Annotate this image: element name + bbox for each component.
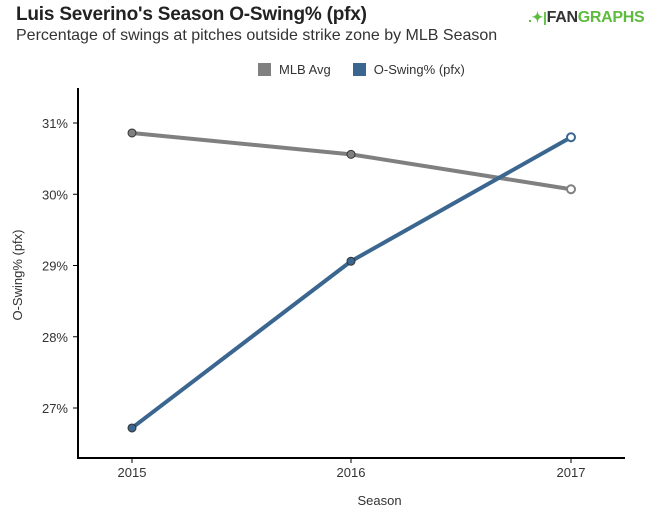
y-tick-label: 31% xyxy=(42,116,68,131)
y-tick-label: 30% xyxy=(42,187,68,202)
logo-mark-icon: .✦| xyxy=(528,9,547,25)
x-tick-label: 2017 xyxy=(557,465,586,480)
legend-item-o-swing[interactable]: O-Swing% (pfx) xyxy=(352,62,465,77)
data-point-mlb-avg xyxy=(566,184,576,195)
legend-label-mlb-avg: MLB Avg xyxy=(279,62,331,77)
data-point-o-swing xyxy=(566,132,576,143)
series-lines xyxy=(130,130,572,430)
series-line-o-swing xyxy=(130,135,572,430)
data-point-mlb-avg xyxy=(346,149,356,159)
legend-swatch-o-swing xyxy=(352,63,366,76)
data-point-o-swing xyxy=(346,256,356,266)
data-point-o-swing xyxy=(127,423,137,433)
chart-title: Luis Severino's Season O-Swing% (pfx) xyxy=(16,4,367,25)
logo-fan: FAN xyxy=(546,9,578,26)
series-line-mlb-avg xyxy=(131,130,572,192)
x-axis-title: Season xyxy=(357,493,401,508)
logo-graphs: GRAPHS xyxy=(577,9,645,26)
x-tick-label: 2016 xyxy=(337,465,366,480)
x-tick-label: 2015 xyxy=(118,465,147,480)
legend-swatch-mlb-avg xyxy=(258,63,271,76)
data-point-mlb-avg xyxy=(127,128,137,138)
series-points xyxy=(127,128,576,433)
y-tick-label: 29% xyxy=(42,259,68,274)
axes: 27% 28% 29% 30% 31% 2015 2016 2017 xyxy=(42,88,625,480)
fangraphs-logo: .✦|FANGRAPHS xyxy=(528,9,645,27)
legend-item-mlb-avg[interactable]: MLB Avg xyxy=(258,62,331,77)
y-tick-label: 27% xyxy=(42,401,68,416)
legend-label-o-swing: O-Swing% (pfx) xyxy=(373,62,465,77)
y-axis-title: O-Swing% (pfx) xyxy=(10,229,25,320)
chart-subtitle: Percentage of swings at pitches outside … xyxy=(16,27,498,44)
legend: MLB Avg O-Swing% (pfx) xyxy=(258,62,465,77)
y-tick-label: 28% xyxy=(42,330,68,345)
